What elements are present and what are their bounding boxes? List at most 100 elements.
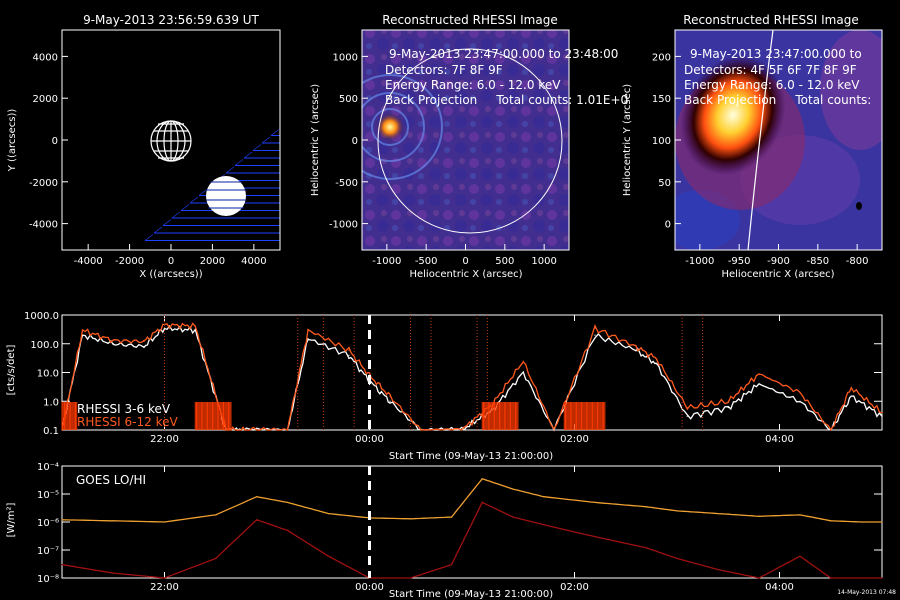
panel-3-ticks: -1000 -950 -900 -850 -800 200 150 100 50 0 — [652, 52, 869, 267]
panel-1-ylabel: Y ((arcsecs)) — [7, 109, 18, 173]
sun-grid-globe — [150, 120, 192, 162]
projection-line-edge — [144, 234, 154, 241]
panel-3-title: Reconstructed RHESSI Image — [683, 13, 858, 27]
panel-2-xtick-label: -1000 — [372, 256, 401, 267]
goes-point — [676, 557, 678, 560]
rhessi-ytick-label: 0.1 — [43, 426, 59, 437]
goes-point — [758, 577, 760, 579]
rhessi-point — [286, 429, 289, 431]
projection-line-edge — [279, 127, 280, 128]
panel-3-info-line-2: Detectors: 4F 5F 6F 7F 8F 9F — [684, 63, 857, 77]
rhessi-ylabel: [cts/s/det] — [6, 345, 17, 396]
rhessi-point — [112, 339, 114, 342]
goes-series-1 — [61, 501, 882, 579]
projection-line-edge — [261, 136, 271, 144]
goes-point — [481, 501, 483, 504]
rhessi-point — [522, 371, 524, 374]
rhessi-point — [830, 429, 832, 431]
panel-3-ytick-label: 100 — [652, 136, 671, 147]
rhessi-point — [112, 343, 114, 345]
goes-ytick-label: 10⁻⁵ — [37, 490, 59, 501]
panel-2-ticks: -1000 -500 0 500 1000 1000 500 0 -500 -1000 — [329, 52, 557, 267]
projection-line-edge — [153, 226, 163, 234]
goes-series-0 — [61, 478, 882, 523]
panel-3-info-line-3: Energy Range: 6.0 - 12.0 keV — [684, 78, 860, 92]
rhessi-point — [881, 412, 883, 414]
goes-point — [112, 520, 114, 522]
rhessi-point — [727, 400, 729, 402]
goes-point — [512, 488, 514, 490]
rhessi-point — [194, 329, 196, 331]
panel-2-info-line-1: 9-May-2013 23:47:00.000 to 23:48:00 — [389, 47, 618, 61]
panel-3-xtick-label: -800 — [846, 256, 869, 267]
rhessi-point — [461, 429, 463, 431]
projection-line-edge — [180, 204, 190, 211]
rhessi-lightcurve-plot: 1000.0 100.0 10.0 1.0 0.1 22:00 00:00 02:00 04:0… — [6, 311, 883, 462]
rhessi-xtick-label: 22:00 — [150, 434, 179, 445]
rhessi-ytick-label: 1000.0 — [24, 311, 59, 322]
goes-point — [543, 524, 545, 526]
panel-2-xtick-label: -500 — [415, 256, 438, 267]
goes-point — [830, 577, 832, 579]
panel-2-xtick-label: 1000 — [531, 256, 556, 267]
panel-1-xlabel: X ((arcsecs)) — [139, 269, 202, 280]
panel-2-ytick-label: 500 — [339, 94, 358, 105]
panel-2-info-line-4: Back Projection Total counts: 1.01E+0 — [385, 93, 628, 107]
goes-point — [860, 521, 863, 523]
projection-line-edge — [162, 219, 172, 226]
rhessi-point — [143, 340, 145, 343]
goes-xtick-label: 00:00 — [355, 582, 384, 593]
panel-3-xtick-label: -950 — [728, 256, 751, 267]
rhessi-point — [594, 327, 596, 329]
goes-point — [645, 547, 647, 549]
panel-3-ytick-label: 150 — [652, 94, 671, 105]
goes-point — [481, 478, 483, 480]
goes-point — [860, 577, 863, 579]
goes-point — [645, 506, 647, 508]
panel-1-ticks: -4000 -2000 0 2000 4000 4000 2000 0 -2000 -4000 — [29, 52, 267, 267]
panel-3-xtick-label: -900 — [767, 256, 790, 267]
rhessi-xlabel: Start Time (09-May-13 21:00:00) — [389, 451, 553, 462]
panel-3-ylabel: Heliocentric Y (arcsec) — [622, 84, 633, 196]
projection-line-edge — [198, 189, 208, 196]
goes-point — [215, 557, 217, 560]
panel-1-title: 9-May-2013 23:56:59.639 UT — [83, 13, 259, 27]
panel-2-xtick-label: 0 — [462, 256, 468, 267]
rhessi-point — [758, 373, 760, 375]
panel-1-solar-geometry: 9-May-2013 23:56:59.639 UT — [7, 13, 281, 280]
goes-point — [512, 516, 514, 518]
rhessi-point — [348, 354, 350, 356]
goes-xlabel: Start Time (09-May-13 21:00:00) — [389, 589, 553, 600]
rhessi-xtick-label: 02:00 — [560, 434, 589, 445]
projection-line-edge — [252, 144, 262, 151]
goes-ytick-label: 10⁻⁸ — [37, 574, 59, 585]
goes-ylabel: [W/m²] — [6, 502, 17, 537]
rhessi-point — [881, 415, 883, 417]
panel-3-info-line-4: Back Projection Total counts: — [684, 93, 871, 107]
goes-point — [450, 516, 453, 518]
rhessi-point — [389, 395, 391, 397]
goes-point — [61, 564, 63, 566]
panel-3-ytick-label: 0 — [665, 220, 671, 231]
panel-3-info-line-1: 9-May-2013 23:47:00.000 to — [690, 47, 862, 61]
panel-2-title: Reconstructed RHESSI Image — [382, 13, 557, 27]
rhessi-point — [799, 391, 801, 394]
rhessi-point — [389, 400, 391, 402]
rhessi-point — [307, 329, 309, 331]
goes-point — [758, 515, 760, 517]
goes-point — [256, 519, 258, 521]
goes-ytick-label: 10⁻⁴ — [37, 462, 59, 473]
panel-2-xtick-label: 500 — [495, 256, 514, 267]
panel-1-xtick-label: -4000 — [74, 256, 103, 267]
rhessi-point — [850, 386, 852, 389]
rhessi-series-0 — [61, 324, 883, 432]
rhessi-point — [850, 395, 852, 397]
goes-point — [409, 577, 412, 579]
projection-line-edge — [234, 159, 244, 166]
goes-xtick-label: 22:00 — [150, 582, 179, 593]
goes-point — [881, 521, 883, 523]
goes-ytick-label: 10⁻⁷ — [37, 546, 59, 557]
goes-point — [327, 555, 330, 557]
goes-xtick-label: 04:00 — [765, 582, 794, 593]
panel-1-xtick-label: 2000 — [200, 256, 225, 267]
